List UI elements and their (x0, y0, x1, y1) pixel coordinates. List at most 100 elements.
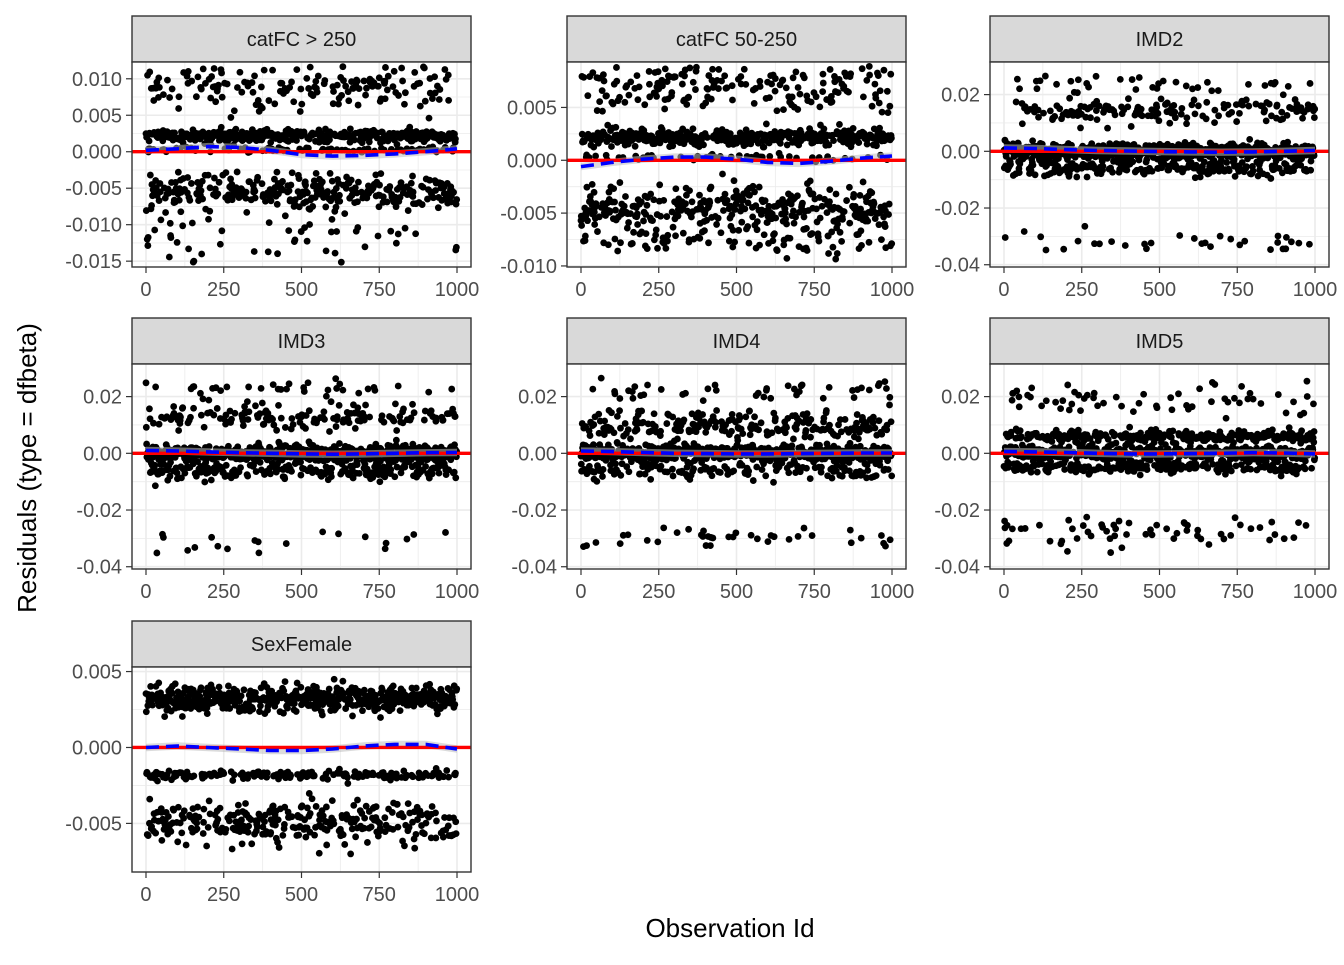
data-point (737, 414, 744, 421)
data-point (205, 397, 212, 404)
data-point (375, 83, 382, 90)
x-tick-label: 0 (140, 279, 151, 301)
data-point (1166, 120, 1173, 127)
data-point (617, 239, 624, 246)
x-tick-label: 750 (798, 279, 831, 301)
data-point (216, 179, 223, 186)
data-point (885, 211, 892, 218)
data-point (729, 97, 736, 104)
data-point (332, 375, 339, 382)
data-point (660, 524, 667, 531)
data-point (160, 91, 167, 98)
data-point (326, 428, 333, 435)
data-point (1075, 76, 1082, 83)
data-point (820, 71, 827, 78)
data-point (754, 218, 761, 225)
data-point (591, 189, 598, 196)
data-point (336, 192, 343, 199)
data-point (282, 424, 289, 431)
data-point (1093, 73, 1100, 80)
data-point (208, 73, 215, 80)
data-point (191, 544, 198, 551)
data-point (668, 89, 675, 96)
data-point (177, 208, 184, 215)
data-point (700, 397, 707, 404)
data-point (802, 427, 809, 434)
data-point (855, 139, 862, 146)
data-point (1056, 105, 1063, 112)
data-point (410, 189, 417, 196)
data-point (205, 216, 212, 223)
data-point (1280, 91, 1287, 98)
data-point (790, 208, 797, 215)
data-point (356, 85, 363, 92)
data-point (409, 401, 416, 408)
data-point (245, 384, 252, 391)
data-point (1013, 99, 1020, 106)
data-point (274, 201, 281, 208)
data-point (440, 417, 447, 424)
data-point (1109, 169, 1116, 176)
data-point (742, 81, 749, 88)
data-point (1250, 167, 1257, 174)
data-point (807, 434, 814, 441)
data-point (1074, 89, 1081, 96)
data-point (1170, 102, 1177, 109)
data-point (654, 539, 661, 546)
data-point (788, 442, 795, 449)
data-point (1094, 116, 1101, 123)
data-point (361, 78, 368, 85)
data-point (702, 99, 709, 106)
data-point (877, 87, 884, 94)
data-point (1183, 120, 1190, 127)
data-point (218, 227, 225, 234)
data-point (237, 464, 244, 471)
data-point (846, 220, 853, 227)
data-point (807, 178, 814, 185)
data-point (660, 197, 667, 204)
data-point (412, 230, 419, 237)
data-point (610, 185, 617, 192)
data-point (293, 66, 300, 73)
data-point (1204, 79, 1211, 86)
data-point (809, 230, 816, 237)
data-point (436, 470, 443, 477)
data-point (1178, 105, 1185, 112)
data-point (288, 415, 295, 422)
data-point (718, 229, 725, 236)
data-point (590, 421, 597, 428)
data-point (148, 202, 155, 209)
data-point (1016, 85, 1023, 92)
data-point (286, 187, 293, 194)
data-point (354, 404, 361, 411)
data-point (722, 191, 729, 198)
data-point (329, 216, 336, 223)
data-point (760, 394, 767, 401)
data-point (184, 547, 191, 554)
data-point (651, 410, 658, 417)
data-point (217, 241, 224, 248)
data-point (672, 185, 679, 192)
data-point (189, 220, 196, 227)
data-point (713, 387, 720, 394)
x-tick-label: 250 (207, 279, 240, 301)
data-point (362, 402, 369, 409)
data-point (390, 83, 397, 90)
data-point (169, 86, 176, 93)
x-tick-label: 750 (363, 581, 396, 603)
data-point (187, 414, 194, 421)
data-point (258, 84, 265, 91)
data-point (345, 97, 352, 104)
data-point (689, 198, 696, 205)
data-point (807, 416, 814, 423)
data-point (758, 419, 765, 426)
data-point (816, 238, 823, 245)
data-point (1016, 169, 1023, 176)
data-point (746, 408, 753, 415)
data-point (306, 407, 313, 414)
data-point (580, 74, 587, 81)
data-point (436, 96, 443, 103)
data-point (640, 391, 647, 398)
data-point (151, 462, 158, 469)
y-tick-label: -0.04 (76, 557, 122, 579)
